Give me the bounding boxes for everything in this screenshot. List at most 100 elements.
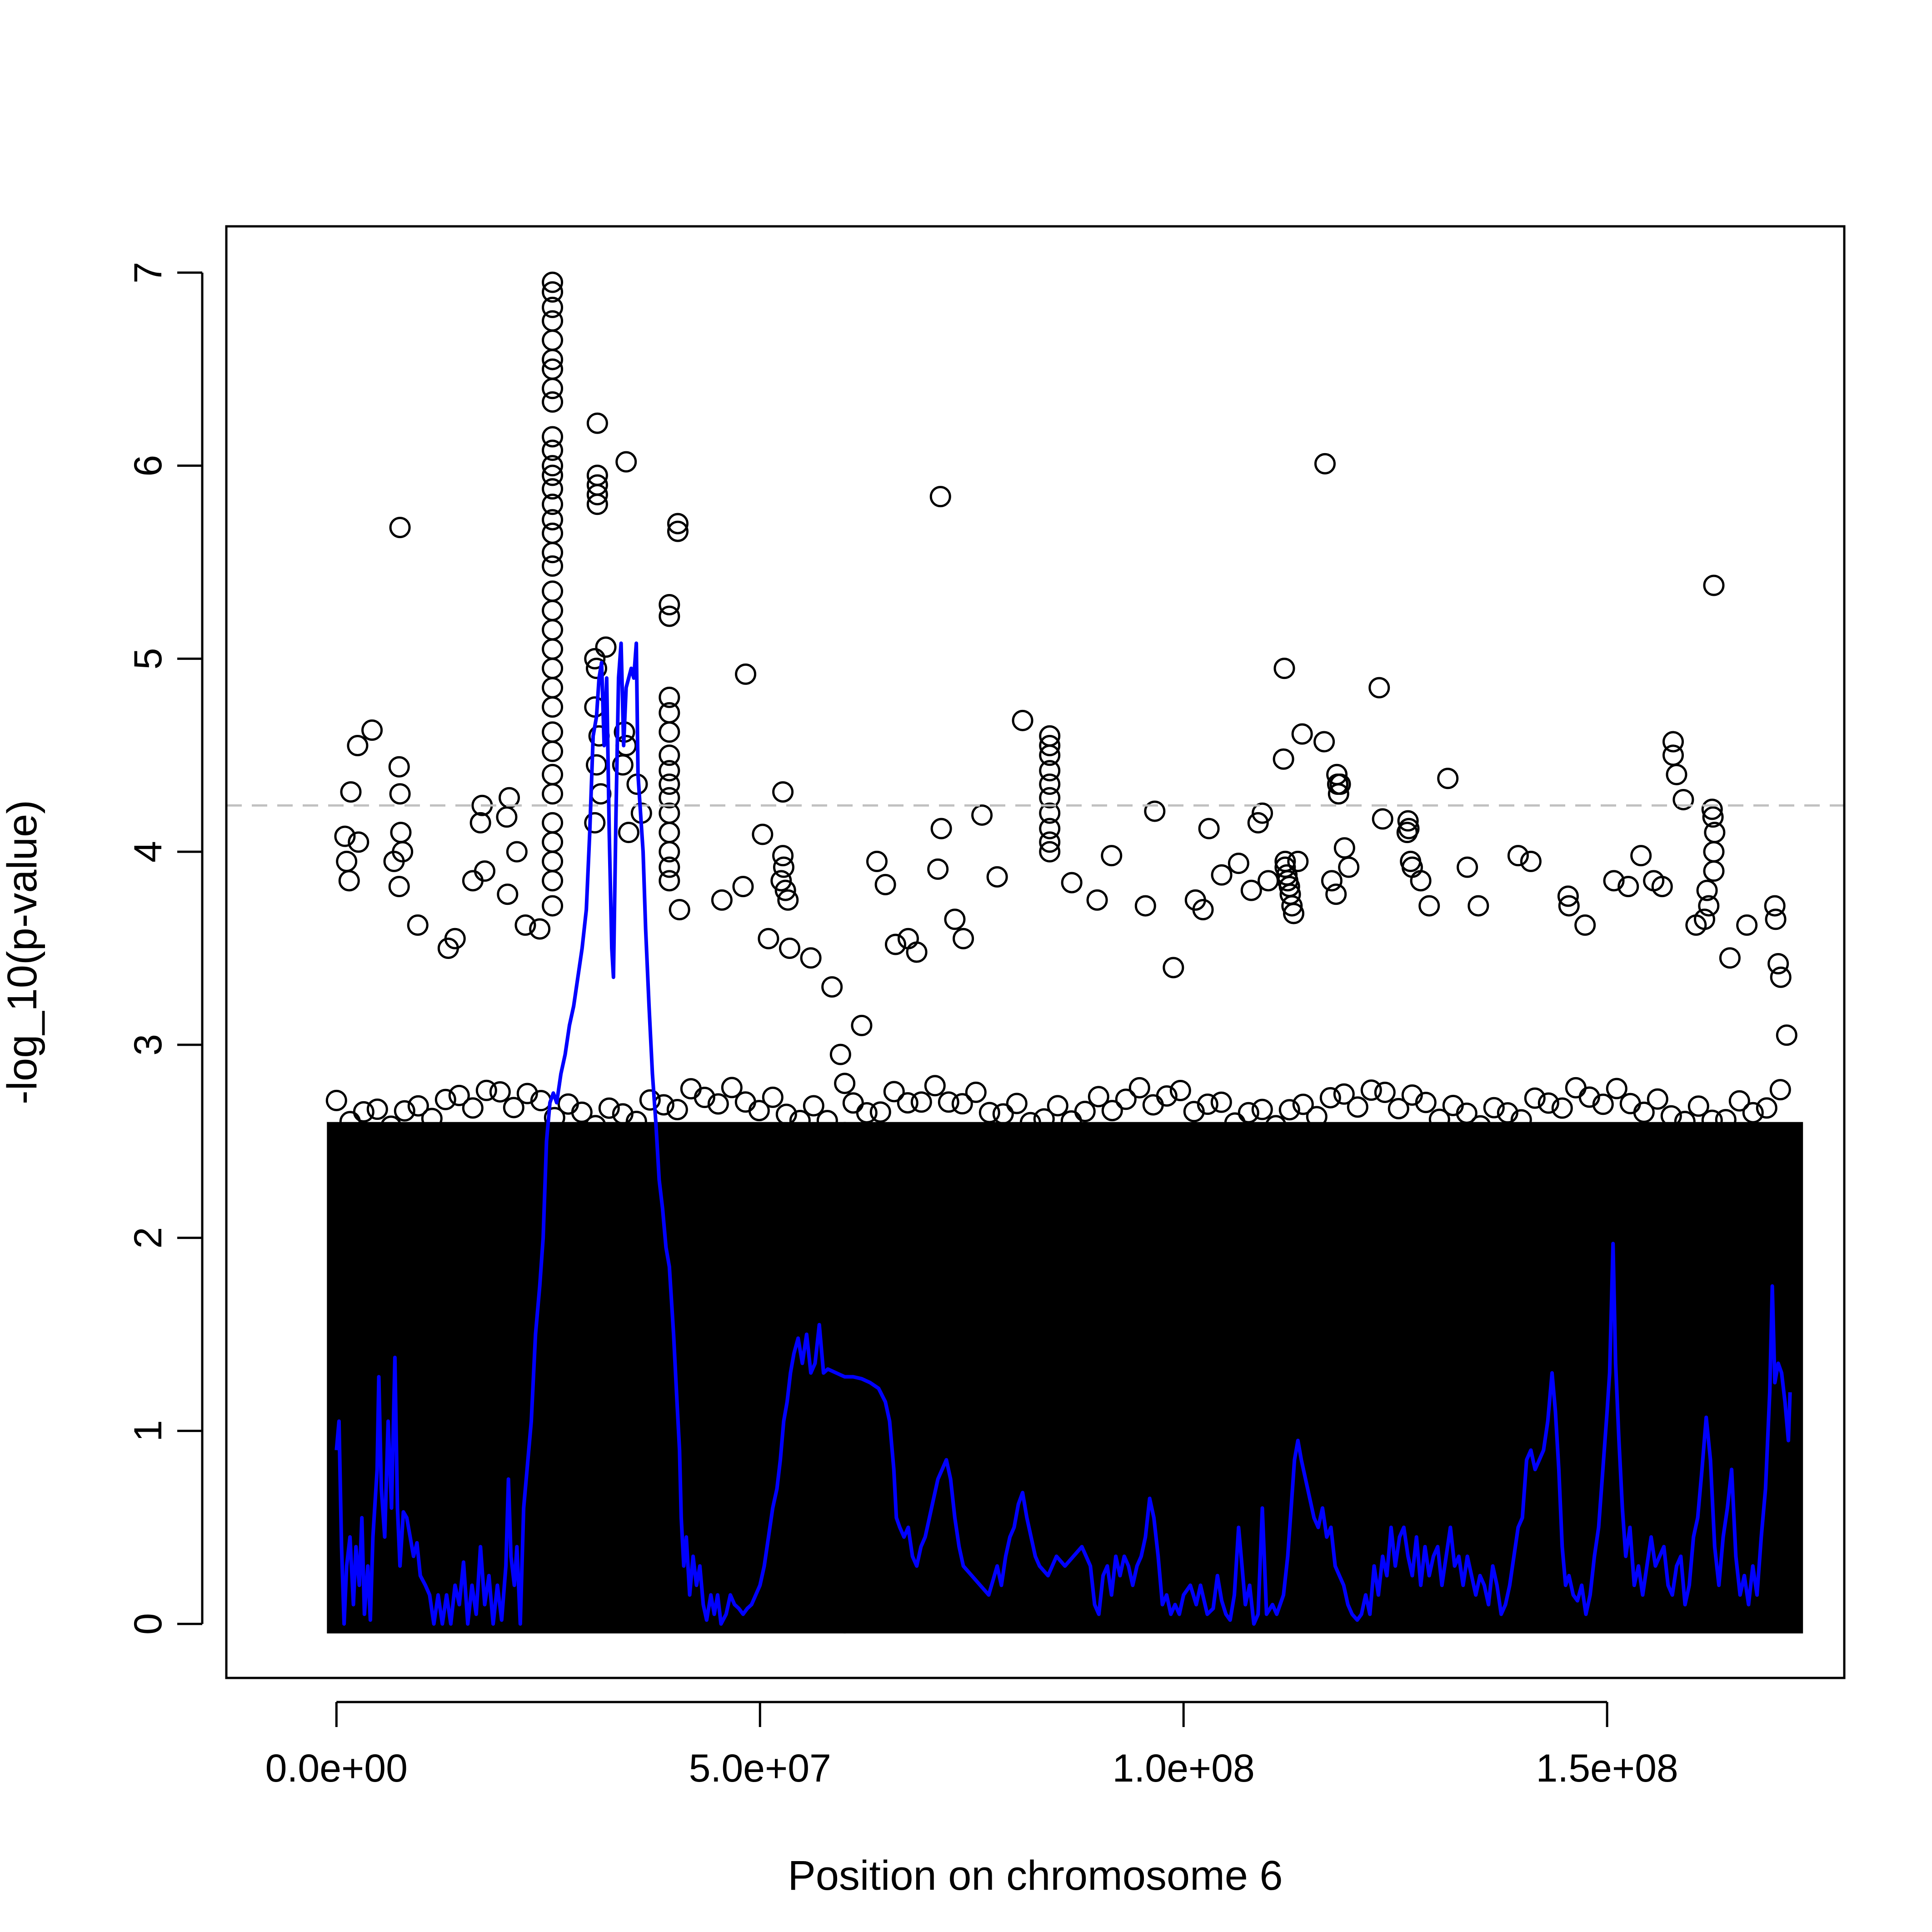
scatter-point xyxy=(938,1091,959,1113)
scatter-point xyxy=(1617,876,1639,898)
scatter-point xyxy=(1672,789,1694,810)
scatter-point xyxy=(503,1097,524,1118)
scatter-point xyxy=(462,1097,484,1119)
scatter-point xyxy=(1321,870,1343,892)
scatter-point xyxy=(834,1073,856,1094)
scatter-point xyxy=(389,517,411,539)
scatter-point xyxy=(1770,966,1792,988)
scatter-point xyxy=(906,941,928,963)
y-tick-label: 6 xyxy=(126,455,170,477)
scatter-point xyxy=(475,1079,497,1101)
scatter-point xyxy=(816,1110,838,1132)
scatter-point xyxy=(1520,850,1542,872)
scatter-point xyxy=(1169,1079,1191,1101)
scatter-point xyxy=(775,1103,797,1125)
scatter-point xyxy=(571,1101,593,1123)
scatter-point xyxy=(586,412,608,434)
scatter-point xyxy=(669,899,690,921)
scatter-point xyxy=(1265,1115,1287,1137)
scatter-point xyxy=(1698,895,1720,917)
scatter-point xyxy=(388,756,410,778)
scatter-point xyxy=(469,812,491,834)
scatter-point xyxy=(506,841,528,863)
scatter-point xyxy=(1647,1088,1668,1110)
scatter-point xyxy=(829,1043,851,1065)
x-axis-label: Position on chromosome 6 xyxy=(788,1852,1283,1899)
scatter-point xyxy=(924,1075,946,1097)
scatter-point xyxy=(1630,845,1652,867)
scatter-point xyxy=(1086,889,1108,911)
scatter-point xyxy=(965,1081,987,1103)
scatter-point xyxy=(1019,1112,1041,1133)
scatter-point xyxy=(542,349,564,370)
scatter-point xyxy=(978,1102,1000,1123)
scatter-point xyxy=(659,856,680,878)
scatter-points xyxy=(334,271,1802,1191)
scatter-point xyxy=(542,455,564,477)
scatter-point xyxy=(516,1083,538,1104)
scatter-point xyxy=(542,696,564,718)
scatter-point xyxy=(542,494,564,515)
scatter-point xyxy=(334,825,356,847)
scatter-point xyxy=(542,271,564,293)
scatter-point xyxy=(659,773,680,795)
x-tick-label: 0.0e+00 xyxy=(265,1747,408,1790)
scatter-point xyxy=(1418,895,1440,917)
scatter-point xyxy=(1428,1108,1450,1130)
scatter-point xyxy=(1769,1079,1791,1101)
scatter-point xyxy=(883,1081,905,1103)
scatter-point xyxy=(758,928,779,949)
scatter-point xyxy=(1557,885,1579,907)
scatter-point xyxy=(1524,1087,1546,1109)
scatter-point xyxy=(1319,1087,1341,1108)
scatter-point xyxy=(1144,800,1166,822)
scatter-point xyxy=(1192,899,1214,921)
scatter-point xyxy=(1781,1169,1802,1191)
scatter-point xyxy=(1228,853,1249,874)
scatter-point xyxy=(1368,677,1390,699)
scatter-point xyxy=(1469,1115,1491,1137)
scatter-point xyxy=(1325,884,1347,905)
scatter-point xyxy=(1156,1085,1178,1107)
dense-point-band xyxy=(844,1122,1803,1634)
scatter-point xyxy=(542,895,564,917)
scatter-point xyxy=(347,735,369,757)
scatter-point xyxy=(366,1098,388,1120)
scatter-point xyxy=(584,648,606,669)
scatter-point xyxy=(1660,1105,1682,1127)
scatter-point xyxy=(1306,1106,1328,1128)
scatter-point xyxy=(1574,914,1596,936)
scatter-point xyxy=(992,1103,1014,1125)
scatter-point xyxy=(1039,802,1061,824)
scatter-point xyxy=(1578,1086,1600,1108)
scatter-point xyxy=(1128,1077,1150,1098)
scatter-point xyxy=(542,439,564,461)
scatter-point xyxy=(732,876,754,898)
scatter-point xyxy=(1074,1101,1096,1123)
scatter-point xyxy=(1333,1083,1355,1105)
scatter-point xyxy=(772,845,794,867)
scatter-point xyxy=(1483,1097,1505,1118)
scatter-point xyxy=(1687,1095,1709,1117)
scatter-point xyxy=(986,866,1008,888)
scatter-point xyxy=(1039,760,1061,782)
scatter-point xyxy=(971,804,993,826)
scatter-point xyxy=(542,378,564,399)
scatter-point xyxy=(1776,1024,1797,1046)
scatter-point xyxy=(1415,1092,1437,1113)
scatter-point xyxy=(1497,1102,1518,1124)
scatter-point xyxy=(1674,1111,1696,1133)
scatter-point xyxy=(474,860,495,882)
scatter-point xyxy=(1606,1078,1627,1099)
scatter-point xyxy=(615,451,637,473)
scatter-point xyxy=(1651,876,1673,898)
scatter-point xyxy=(542,296,564,318)
scatter-point xyxy=(1396,822,1418,844)
y-tick-label: 4 xyxy=(126,841,170,863)
scatter-point xyxy=(929,486,951,508)
scatter-point xyxy=(1551,1097,1573,1119)
scatter-point xyxy=(586,754,608,776)
scatter-point xyxy=(584,1115,606,1137)
y-tick-label: 7 xyxy=(126,262,170,284)
